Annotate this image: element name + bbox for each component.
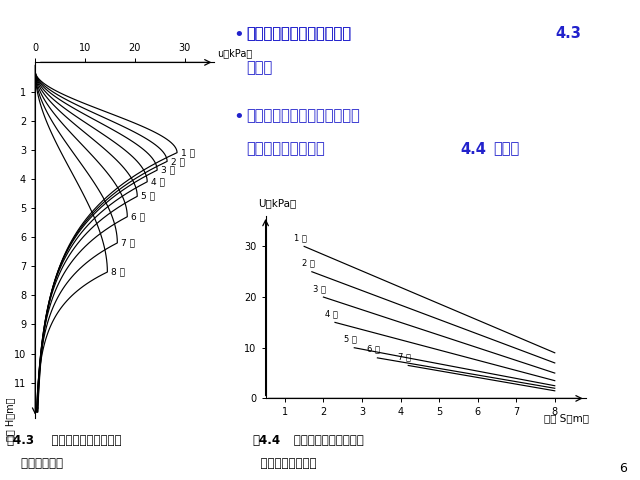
Text: 3 击: 3 击 bbox=[313, 284, 326, 293]
Text: 距离 S（m）: 距离 S（m） bbox=[545, 414, 589, 423]
Text: 5 击: 5 击 bbox=[141, 192, 156, 201]
Text: 深度 H（m）: 深度 H（m） bbox=[5, 397, 15, 441]
Text: 4.4: 4.4 bbox=[461, 142, 486, 156]
Text: 1 击: 1 击 bbox=[181, 148, 195, 157]
Text: 4.3: 4.3 bbox=[556, 26, 581, 41]
Text: 2 击: 2 击 bbox=[301, 259, 314, 268]
Text: 6 击: 6 击 bbox=[131, 212, 145, 221]
Text: 7 击: 7 击 bbox=[122, 239, 135, 247]
Text: 2 击: 2 击 bbox=[171, 157, 185, 166]
Text: 沿水平方向分布图: 沿水平方向分布图 bbox=[253, 457, 316, 470]
Text: 8 击: 8 击 bbox=[111, 267, 125, 276]
Text: 7 击: 7 击 bbox=[398, 352, 411, 361]
Text: 6 击: 6 击 bbox=[367, 345, 380, 354]
Text: 在强力沿深度分布情况如图: 在强力沿深度分布情况如图 bbox=[246, 26, 351, 41]
Text: u（kPa）: u（kPa） bbox=[217, 48, 252, 59]
Text: 沿深度分布图: 沿深度分布图 bbox=[6, 457, 63, 470]
Text: 平方向分布情况如图: 平方向分布情况如图 bbox=[246, 142, 325, 156]
Text: 单点夸时超孔隙水压力: 单点夸时超孔隙水压力 bbox=[290, 434, 364, 447]
Text: 所示。: 所示。 bbox=[246, 60, 273, 75]
Text: 地基中超孔隙水压力分布沿水: 地基中超孔隙水压力分布沿水 bbox=[246, 108, 360, 123]
Text: 在强力沿深度分布情况如图: 在强力沿深度分布情况如图 bbox=[246, 26, 351, 41]
Text: •: • bbox=[234, 108, 244, 126]
Text: 3 击: 3 击 bbox=[161, 166, 175, 175]
Text: 1 击: 1 击 bbox=[294, 233, 307, 242]
Text: 所示。: 所示。 bbox=[493, 142, 519, 156]
Text: U（kPa）: U（kPa） bbox=[258, 198, 296, 208]
Text: 6: 6 bbox=[620, 462, 627, 475]
Text: 图4.3: 图4.3 bbox=[6, 434, 35, 447]
Text: 单点夸时超孔隙水压力: 单点夸时超孔隙水压力 bbox=[44, 434, 121, 447]
Text: 5 击: 5 击 bbox=[344, 335, 357, 344]
Text: 图4.4: 图4.4 bbox=[253, 434, 281, 447]
Text: •: • bbox=[234, 26, 244, 45]
Text: 4 击: 4 击 bbox=[151, 177, 165, 186]
Text: 4 击: 4 击 bbox=[324, 309, 337, 318]
